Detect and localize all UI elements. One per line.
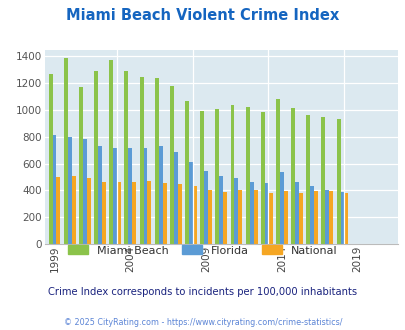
Bar <box>79 87 83 244</box>
Legend: Miami Beach, Florida, National: Miami Beach, Florida, National <box>64 241 341 260</box>
Bar <box>109 60 113 244</box>
Bar <box>117 182 121 244</box>
Bar <box>283 191 287 244</box>
Bar <box>200 111 204 244</box>
Bar <box>132 182 136 244</box>
Bar <box>313 191 318 244</box>
Bar <box>98 146 102 244</box>
Bar <box>238 190 242 244</box>
Bar <box>230 105 234 244</box>
Bar <box>290 108 294 244</box>
Bar <box>87 179 91 244</box>
Bar <box>309 186 313 244</box>
Bar <box>94 71 98 244</box>
Bar <box>113 148 117 244</box>
Bar <box>275 99 279 244</box>
Bar <box>192 186 196 244</box>
Bar <box>52 135 56 244</box>
Bar <box>215 109 219 244</box>
Bar <box>143 148 147 244</box>
Text: Crime Index corresponds to incidents per 100,000 inhabitants: Crime Index corresponds to incidents per… <box>48 287 357 297</box>
Bar <box>253 190 257 244</box>
Bar <box>305 115 309 244</box>
Bar <box>344 193 347 244</box>
Bar <box>249 182 253 244</box>
Bar <box>102 182 106 244</box>
Bar <box>321 117 325 244</box>
Bar <box>147 181 151 244</box>
Bar <box>71 177 75 244</box>
Bar <box>298 192 302 244</box>
Bar <box>185 101 188 244</box>
Bar <box>56 177 60 244</box>
Bar <box>83 140 87 244</box>
Bar <box>204 171 208 244</box>
Bar <box>268 192 272 244</box>
Bar <box>264 183 268 244</box>
Bar <box>208 190 211 244</box>
Bar <box>328 191 333 244</box>
Bar <box>223 192 227 244</box>
Bar <box>139 77 143 244</box>
Bar <box>124 71 128 244</box>
Bar <box>245 107 249 244</box>
Bar <box>234 179 238 244</box>
Bar <box>154 78 158 244</box>
Bar <box>219 176 223 244</box>
Bar <box>49 74 52 244</box>
Bar <box>336 119 340 244</box>
Text: © 2025 CityRating.com - https://www.cityrating.com/crime-statistics/: © 2025 CityRating.com - https://www.city… <box>64 318 341 327</box>
Bar <box>260 112 264 244</box>
Bar <box>64 58 68 244</box>
Bar <box>162 183 166 244</box>
Bar <box>294 182 298 244</box>
Bar <box>128 148 132 244</box>
Bar <box>279 172 283 244</box>
Bar <box>188 162 192 244</box>
Bar <box>68 137 71 244</box>
Bar <box>340 192 344 244</box>
Bar <box>158 146 162 244</box>
Bar <box>169 86 173 244</box>
Text: Miami Beach Violent Crime Index: Miami Beach Violent Crime Index <box>66 8 339 23</box>
Bar <box>173 151 177 244</box>
Bar <box>177 184 181 244</box>
Bar <box>325 190 328 244</box>
